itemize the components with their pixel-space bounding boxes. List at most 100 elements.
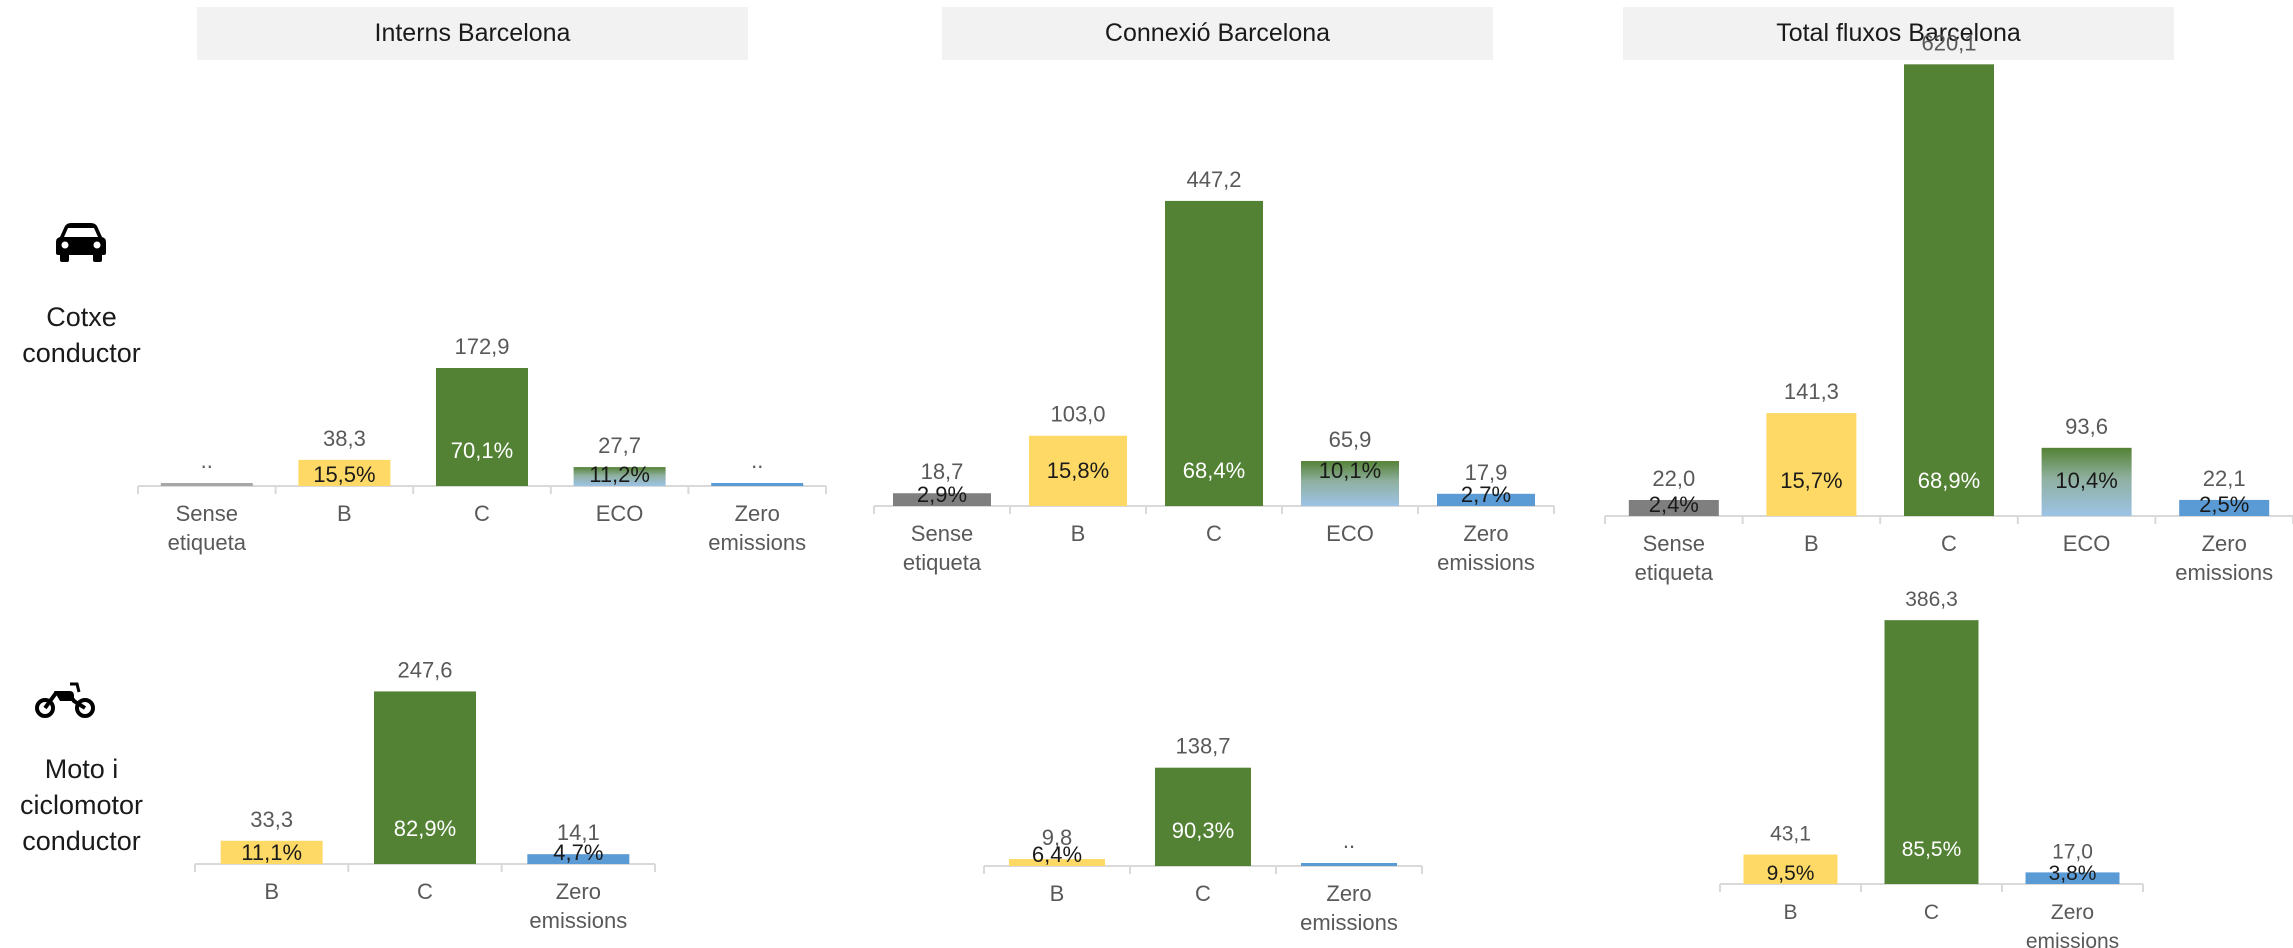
row-label-moto: Moto i ciclomotor conductor: [0, 751, 163, 859]
connexio-moto-category-label: B: [1050, 881, 1065, 906]
interns-moto-value-label: 33,3: [250, 807, 293, 832]
total-car-category-label: Zero: [2202, 531, 2247, 556]
connexio-moto-category-label: emissions: [1300, 910, 1398, 935]
total-moto-bar: [1884, 620, 1979, 884]
total-car-value-label: 620,1: [1921, 30, 1976, 55]
total-car-pct-label: 10,4%: [2055, 468, 2117, 493]
interns-moto-category-label: Zero: [556, 879, 601, 904]
interns-car-value-label: 38,3: [323, 426, 366, 451]
header-total-label: Total fluxos Barcelona: [1776, 19, 2021, 47]
row-label-moto-line3: conductor: [22, 826, 141, 856]
connexio-car-category-label: B: [1071, 521, 1086, 546]
total-car-category-label: C: [1941, 531, 1957, 556]
interns-car-pct-label: 15,5%: [313, 462, 375, 487]
interns-moto-bar: [220, 840, 323, 864]
interns-moto-category-label: C: [417, 879, 433, 904]
total-moto-pct-label: 3,8%: [2049, 862, 2097, 885]
interns-car-pct-label: 70,1%: [451, 438, 513, 463]
interns-moto-pct-label: 82,9%: [394, 816, 456, 841]
total-moto-value-label: 17,0: [2052, 840, 2093, 863]
connexio-moto-pct-label: 90,3%: [1172, 818, 1234, 843]
total-car-category-label: ECO: [2063, 531, 2111, 556]
connexio-car-value-label: 103,0: [1050, 402, 1105, 427]
total-car-category-label: Sense: [1643, 531, 1705, 556]
interns-car-category-label: B: [337, 501, 352, 526]
connexio-car-pct-label: 2,9%: [917, 482, 967, 507]
header-interns: Interns Barcelona: [197, 7, 748, 60]
connexio-moto-pct-label: 6,4%: [1032, 842, 1082, 867]
interns-moto-category-label: B: [264, 879, 279, 904]
connexio-car-bar: [1437, 493, 1535, 506]
total-car-value-label: 141,3: [1784, 379, 1839, 404]
total-moto-pct-label: 9,5%: [1767, 862, 1815, 885]
interns-car-value-label: 27,7: [598, 433, 641, 458]
connexio-car-category-label: etiqueta: [903, 550, 982, 575]
connexio-car-bar: [893, 493, 991, 506]
row-label-car: Cotxe conductor: [0, 299, 163, 371]
connexio-moto-value-label: ..: [1343, 828, 1355, 853]
total-car-bar: [1904, 64, 1994, 517]
total-car-value-label: 22,0: [1652, 466, 1695, 491]
connexio-car-value-label: 18,7: [921, 459, 964, 484]
interns-car-bar-na: [711, 483, 804, 486]
interns-car-category-label: ECO: [596, 501, 644, 526]
total-car-bar: [1766, 413, 1857, 516]
total-moto-bar: [1743, 854, 1838, 884]
total-car-bar: [1628, 499, 1719, 516]
connexio-car-value-label: 65,9: [1329, 427, 1372, 452]
interns-car-bar-na: [160, 483, 253, 486]
total-car-category-label: B: [1804, 531, 1819, 556]
connexio-car-value-label: 447,2: [1186, 167, 1241, 192]
interns-moto-category-label: emissions: [529, 908, 627, 933]
interns-moto-bar: [374, 691, 476, 864]
connexio-moto-value-label: 9,8: [1042, 825, 1073, 850]
row-label-car-line1: Cotxe: [46, 302, 117, 332]
total-car-pct-label: 68,9%: [1918, 468, 1980, 493]
total-car-pct-label: 2,5%: [2199, 492, 2249, 517]
connexio-car-pct-label: 15,8%: [1047, 458, 1109, 483]
interns-car-pct-label: 11,2%: [589, 462, 650, 487]
total-moto-value-label: 43,1: [1770, 823, 1811, 846]
total-car-bar: [2179, 499, 2270, 516]
row-label-moto-line1: Moto i: [44, 754, 119, 784]
connexio-car-category-label: ECO: [1326, 521, 1374, 546]
total-car-pct-label: 2,4%: [1649, 492, 1699, 517]
interns-car-value-label: 172,9: [454, 334, 509, 359]
row-label-car-line2: conductor: [22, 338, 141, 368]
interns-moto-value-label: 247,6: [397, 657, 452, 682]
connexio-moto-category-label: Zero: [1326, 881, 1371, 906]
connexio-moto-bar: [1009, 859, 1105, 866]
connexio-car-category-label: emissions: [1437, 550, 1535, 575]
interns-moto-value-label: 14,1: [557, 820, 600, 845]
total-moto-pct-label: 85,5%: [1902, 838, 1962, 861]
total-moto-value-label: 386,3: [1905, 588, 1958, 611]
car-icon: [55, 222, 107, 267]
total-car-value-label: 93,6: [2065, 414, 2108, 439]
interns-car-bar: [436, 367, 528, 486]
connexio-car-bar: [1029, 435, 1127, 506]
total-car-bar: [2041, 447, 2132, 516]
total-car-value-label: 22,1: [2203, 466, 2246, 491]
total-moto-category-label: Zero: [2051, 901, 2094, 924]
connexio-car-value-label: 17,9: [1465, 460, 1508, 485]
connexio-moto-bar-na: [1301, 863, 1397, 866]
connexio-car-bar: [1165, 200, 1263, 506]
interns-car-category-label: emissions: [708, 530, 806, 555]
connexio-moto-bar: [1155, 767, 1251, 866]
interns-car-category-label: etiqueta: [168, 530, 247, 555]
interns-car-value-label: ..: [751, 448, 763, 473]
total-car-category-label: etiqueta: [1635, 560, 1714, 585]
interns-car-category-label: C: [474, 501, 490, 526]
connexio-car-category-label: Zero: [1463, 521, 1508, 546]
connexio-moto-value-label: 138,7: [1175, 734, 1230, 759]
total-moto-bar: [2025, 872, 2120, 884]
connexio-car-category-label: Sense: [911, 521, 973, 546]
total-moto-category-label: B: [1783, 901, 1797, 924]
header-interns-label: Interns Barcelona: [374, 19, 571, 47]
connexio-car-pct-label: 68,4%: [1183, 458, 1245, 483]
connexio-car-bar: [1301, 461, 1399, 506]
interns-moto-pct-label: 11,1%: [241, 840, 302, 865]
total-moto-category-label: emissions: [2026, 930, 2119, 948]
connexio-car-category-label: C: [1206, 521, 1222, 546]
